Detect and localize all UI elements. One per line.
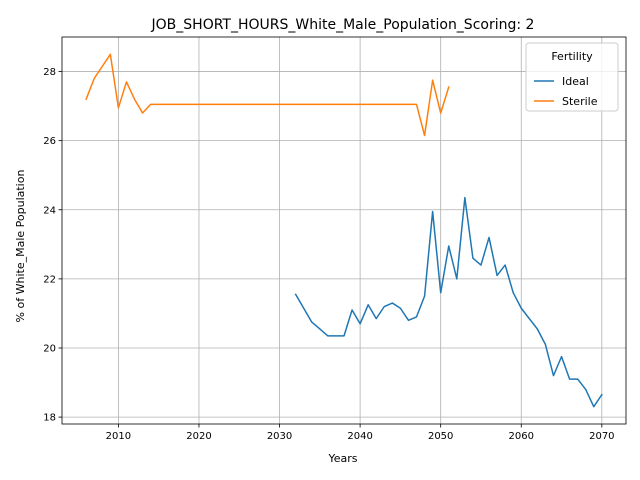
x-tick-label: 2050	[428, 431, 453, 442]
y-tick-label: 20	[43, 343, 56, 354]
series-line-ideal	[294, 196, 603, 408]
x-axis-ticks: 2010 2020 2030 2040 2050 2060 2070	[106, 424, 615, 442]
y-tick-label: 26	[43, 136, 56, 147]
legend: Fertility Ideal Sterile	[525, 42, 619, 112]
series-lines	[85, 53, 603, 408]
y-tick-label: 28	[43, 67, 56, 78]
y-tick-label: 22	[43, 274, 56, 285]
chart-title: JOB_SHORT_HOURS_White_Male_Population_Sc…	[151, 17, 535, 33]
legend-title: Fertility	[551, 50, 593, 63]
y-tick-label: 24	[43, 205, 56, 216]
series-line-sterile	[85, 53, 450, 137]
plot-frame	[61, 36, 627, 425]
x-tick-label: 2020	[186, 431, 211, 442]
y-axis-label: % of White_Male Population	[14, 170, 27, 323]
y-tick-label: 18	[43, 413, 56, 424]
x-axis-label: Years	[327, 452, 357, 465]
x-tick-label: 2010	[106, 431, 131, 442]
y-axis-ticks: 18 20 22 24 26 28	[43, 67, 62, 424]
x-tick-label: 2030	[267, 431, 292, 442]
legend-box	[525, 42, 619, 112]
legend-label-sterile: Sterile	[562, 95, 598, 108]
legend-label-ideal: Ideal	[562, 75, 589, 88]
x-tick-label: 2070	[589, 431, 614, 442]
x-tick-label: 2040	[347, 431, 372, 442]
x-tick-label: 2060	[509, 431, 534, 442]
